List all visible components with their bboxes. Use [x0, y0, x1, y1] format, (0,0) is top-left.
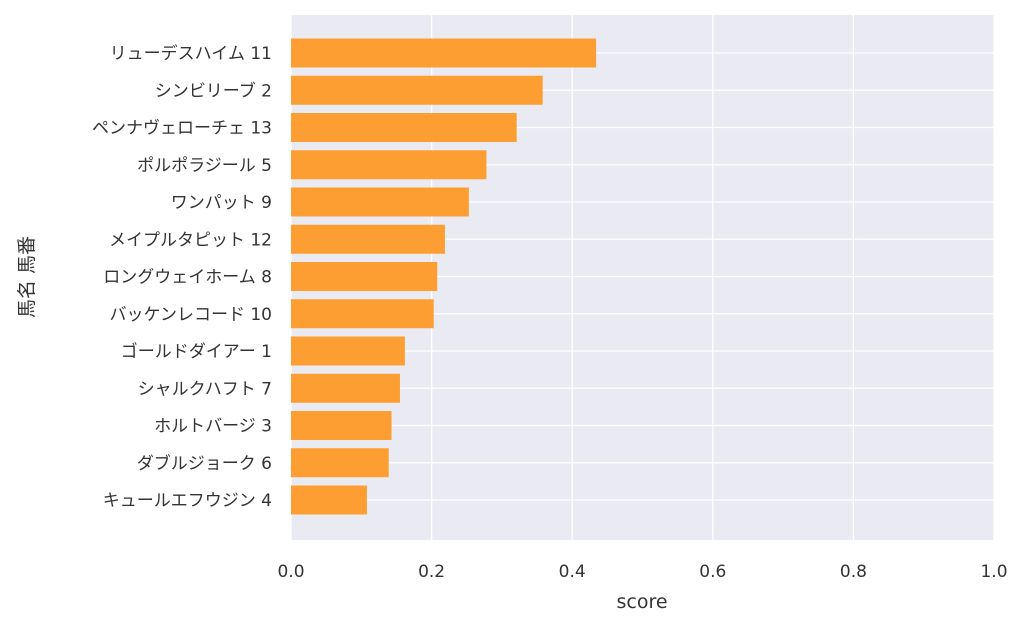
bar [291, 411, 392, 440]
category-label: メイプルタピット 12 [109, 230, 272, 250]
bar [291, 38, 597, 68]
x-axis-label: score [616, 591, 667, 613]
category-label: ロングウェイホーム 8 [103, 268, 272, 288]
bar [291, 485, 367, 515]
bar [291, 150, 487, 180]
x-tick-label: 0.0 [277, 562, 304, 582]
x-tick-label: 0.4 [559, 562, 586, 582]
bar [291, 262, 438, 291]
category-label: ペンナヴェローチェ 13 [92, 119, 272, 139]
bars-layer [291, 38, 597, 515]
y-axis-label: 馬名 馬番 [16, 236, 38, 318]
category-label: シャルクハフト 7 [138, 379, 272, 399]
category-label: シンビリーブ 2 [155, 80, 272, 101]
x-tick-label: 0.6 [699, 562, 726, 582]
bar [291, 373, 400, 403]
x-tick-label: 0.8 [840, 562, 867, 582]
category-label: キュールエフウジン 4 [103, 491, 272, 511]
bar [291, 299, 434, 329]
x-tick-label: 0.2 [418, 562, 445, 582]
y-category-labels: リューデスハイム 11 シンビリーブ 2 ペンナヴェローチェ 13 ポルポラジール 5… [92, 43, 272, 511]
category-label: リューデスハイム 11 [110, 43, 272, 64]
category-label: ゴールドダイアー 1 [121, 341, 272, 362]
category-label: ワンパット 9 [171, 193, 272, 213]
bar [291, 187, 469, 217]
category-label: ポルポラジール 5 [137, 156, 272, 176]
x-tick-labels: 0.0 0.2 0.4 0.6 0.8 1.0 [277, 562, 1007, 582]
bar [291, 448, 389, 478]
bar [291, 113, 517, 142]
bar [291, 224, 445, 254]
category-label: ダブルジョーク 6 [137, 453, 272, 474]
category-label: バッケンレコード 10 [109, 305, 272, 325]
bar [291, 75, 543, 105]
category-label: ホルトバージ 3 [154, 417, 272, 437]
x-tick-label: 1.0 [980, 562, 1007, 582]
bar [291, 336, 405, 366]
